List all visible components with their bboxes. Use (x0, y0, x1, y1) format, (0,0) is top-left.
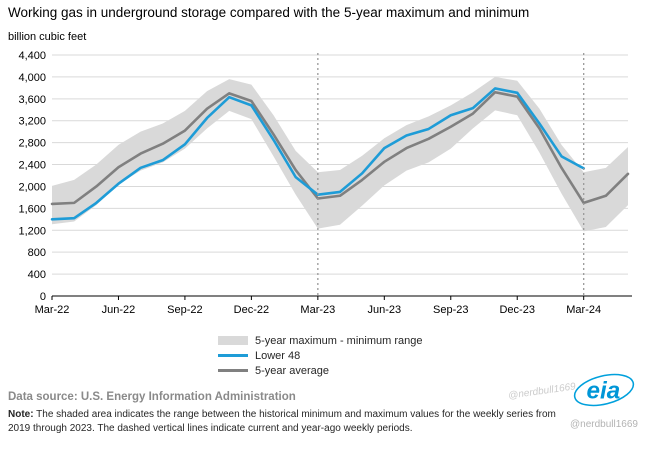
y-tick-label: 2,000 (18, 181, 46, 193)
y-tick-label: 2,400 (18, 160, 46, 172)
legend-label-average: 5-year average (255, 364, 329, 377)
data-source-text: U.S. Energy Information Administration (80, 391, 296, 403)
watermark: @nerdbull1669 (570, 419, 638, 430)
lower48-line-swatch (218, 354, 248, 357)
y-tick-label: 4,000 (18, 72, 46, 84)
y-tick-label: 4,400 (18, 50, 46, 62)
eia-logo-swoosh (573, 373, 635, 407)
data-source-label: Data source: (8, 391, 78, 403)
legend-item-average: 5-year average (218, 364, 422, 377)
x-tick-label: Dec-23 (499, 304, 534, 316)
y-tick-label: 1,200 (18, 225, 46, 237)
x-tick-label: Mar-24 (566, 304, 601, 316)
note-label: Note: (8, 409, 34, 420)
storage-chart: 0 400 800 1,200 1,600 2,000 2,400 2,800 3,200 3,6… (18, 50, 632, 316)
x-tick-label: Dec-22 (234, 304, 269, 316)
note-line2: through 2023. The dashed vertical lines … (33, 423, 413, 434)
legend-item-lower48: Lower 48 (218, 349, 422, 362)
legend-label-lower48: Lower 48 (255, 349, 301, 362)
y-tick-label: 2,800 (18, 138, 46, 150)
series-band (52, 76, 628, 232)
x-tick-label: Mar-22 (35, 304, 70, 316)
data-source-line: Data source: U.S. Energy Information Adm… (8, 391, 296, 403)
y-axis-unit-label: billion cubic feet (8, 31, 87, 43)
x-tick-label: Mar-23 (300, 304, 335, 316)
y-tick-label: 0 (40, 291, 46, 303)
y-tick-label: 800 (28, 247, 46, 259)
y-tick-label: 3,600 (18, 94, 46, 106)
series-avg (50, 90, 630, 206)
y-tick-label: 3,200 (18, 116, 46, 128)
note-text: Note: The shaded area indicates the rang… (8, 408, 573, 436)
page-title: Working gas in underground storage compa… (8, 5, 530, 20)
average-line-swatch (218, 369, 248, 372)
legend-item-range: 5-year maximum - minimum range (218, 334, 422, 347)
chart-legend: 5-year maximum - minimum range Lower 48 … (218, 334, 422, 379)
y-tick-label: 400 (28, 269, 46, 281)
watermark-faint: @nerdbull1669 (507, 381, 577, 402)
eia-logo: eia (573, 373, 635, 407)
x-tick-label: Jun-22 (102, 304, 136, 316)
x-tick-label: Jun-23 (367, 304, 401, 316)
legend-label-range: 5-year maximum - minimum range (255, 334, 423, 347)
eia-logo-text: eia (587, 378, 621, 405)
x-tick-label: Sep-23 (433, 304, 468, 316)
x-tick-label: Sep-22 (167, 304, 202, 316)
range-band-swatch (218, 336, 248, 345)
y-tick-label: 1,600 (18, 203, 46, 215)
note-line1: The shaded area indicates the range betw… (8, 409, 556, 434)
